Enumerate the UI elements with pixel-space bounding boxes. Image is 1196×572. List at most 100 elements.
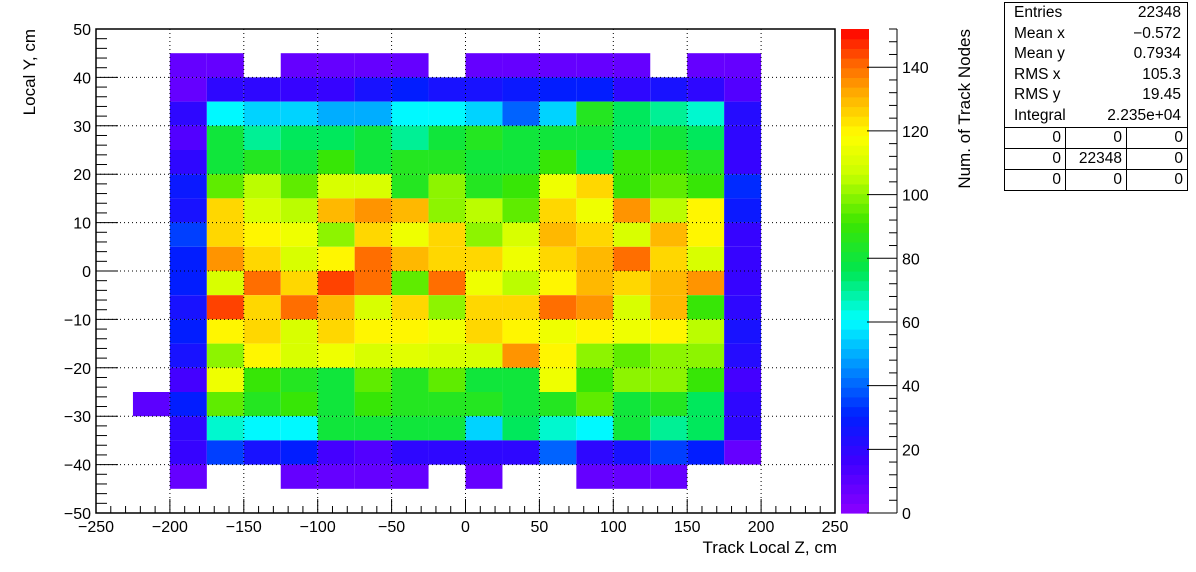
heatmap-cell	[354, 319, 392, 344]
heatmap-cell	[280, 440, 318, 465]
heatmap-cell	[687, 198, 725, 223]
heatmap-cell	[687, 125, 725, 150]
y-tick-label: 20	[73, 167, 91, 184]
heatmap-cell	[502, 271, 540, 296]
heatmap-cell	[687, 174, 725, 199]
stats-overflow-cell: 22348	[1065, 148, 1126, 169]
heatmap-cell	[206, 295, 244, 320]
heatmap-cell	[169, 150, 207, 175]
palette-step	[841, 493, 869, 504]
heatmap-cell	[650, 174, 688, 199]
heatmap-cell	[317, 440, 355, 465]
heatmap-cell	[317, 271, 355, 296]
heatmap-cell	[243, 440, 281, 465]
palette-step	[841, 503, 869, 514]
heatmap-cell	[687, 271, 725, 296]
heatmap-cell	[317, 416, 355, 441]
heatmap-cell	[465, 174, 503, 199]
heatmap-cell	[687, 319, 725, 344]
heatmap-cell	[724, 77, 762, 102]
heatmap-cell	[280, 271, 318, 296]
heatmap-cell	[576, 77, 614, 102]
heatmap-cell	[243, 271, 281, 296]
palette-step	[841, 125, 869, 137]
heatmap-cell	[391, 367, 429, 392]
heatmap-cell	[428, 198, 466, 223]
heatmap-cell	[169, 343, 207, 368]
heatmap-cell	[539, 53, 577, 78]
heatmap-cell	[169, 416, 207, 441]
palette-step	[841, 261, 869, 272]
palette-step	[841, 203, 869, 214]
heatmap-cell	[650, 392, 688, 417]
stats-mean-x-row: Mean x −0.572	[1005, 24, 1187, 45]
heatmap-cell	[576, 246, 614, 271]
stats-overflow-cell: 0	[1126, 169, 1187, 190]
heatmap-cell	[539, 295, 577, 320]
heatmap-cell	[391, 295, 429, 320]
palette-step	[841, 425, 869, 437]
heatmap-cell	[539, 125, 577, 150]
heatmap-cell	[206, 125, 244, 150]
x-tick-label: 0	[461, 519, 470, 536]
heatmap-cell	[169, 77, 207, 102]
heatmap-cell	[539, 440, 577, 465]
heatmap-cell	[576, 416, 614, 441]
heatmap-cell	[613, 416, 651, 441]
heatmap-cell	[576, 198, 614, 223]
x-axis-title: Track Local Z, cm	[703, 538, 837, 557]
heatmap-cell	[465, 77, 503, 102]
heatmap-cell	[613, 53, 651, 78]
heatmap-cell	[650, 464, 688, 489]
heatmap-cell	[576, 174, 614, 199]
stats-rms-x-value: 105.3	[1142, 65, 1181, 83]
heatmap-cell	[354, 440, 392, 465]
heatmap-cell	[724, 53, 762, 78]
stats-integral-row: Integral 2.235e+04	[1005, 106, 1187, 127]
heatmap-cell	[428, 392, 466, 417]
heatmap-cell	[169, 464, 207, 489]
heatmap-cell	[687, 440, 725, 465]
palette-step	[841, 106, 869, 117]
palette-step	[841, 387, 869, 398]
heatmap-cell	[502, 101, 540, 126]
heatmap-cell	[206, 319, 244, 344]
heatmap-cell	[687, 343, 725, 368]
z-axis-ticks: 0 20 40 60 80 100 120 140	[867, 28, 929, 523]
heatmap-cell	[391, 343, 429, 368]
y-tick-label: 30	[73, 119, 91, 136]
heatmap-cell	[354, 150, 392, 175]
heatmap-cell	[687, 416, 725, 441]
heatmap-cell	[465, 295, 503, 320]
heatmap-cell	[687, 77, 725, 102]
palette-step	[841, 222, 869, 233]
heatmap-cell	[724, 125, 762, 150]
heatmap-cell	[613, 295, 651, 320]
palette-step	[841, 464, 869, 475]
heatmap-cell	[687, 101, 725, 126]
palette-step	[841, 29, 869, 40]
heatmap-cell	[687, 150, 725, 175]
heatmap-cell	[613, 246, 651, 271]
heatmap-cell	[169, 53, 207, 78]
x-tick-label: −200	[152, 519, 188, 536]
heatmap-cell	[687, 367, 725, 392]
grid-lines	[96, 29, 835, 513]
stats-overflow-cell: 0	[1126, 127, 1187, 148]
heatmap-cell	[391, 246, 429, 271]
heatmap-cell	[687, 246, 725, 271]
x-tick-label: 250	[822, 519, 849, 536]
heatmap-cell	[354, 53, 392, 78]
palette-step	[841, 193, 869, 204]
palette-step	[841, 87, 869, 98]
heatmap-cell	[354, 101, 392, 126]
heatmap-cell	[502, 367, 540, 392]
heatmap-cell	[465, 440, 503, 465]
heatmap-cell	[613, 222, 651, 247]
stats-entries-label: Entries	[1014, 4, 1063, 21]
stats-overflow-cell: 0	[1052, 149, 1061, 167]
y-tick-label: 10	[73, 216, 91, 233]
heatmap-cell	[169, 392, 207, 417]
heatmap-cell	[576, 295, 614, 320]
y-tick-label: 0	[82, 264, 91, 281]
